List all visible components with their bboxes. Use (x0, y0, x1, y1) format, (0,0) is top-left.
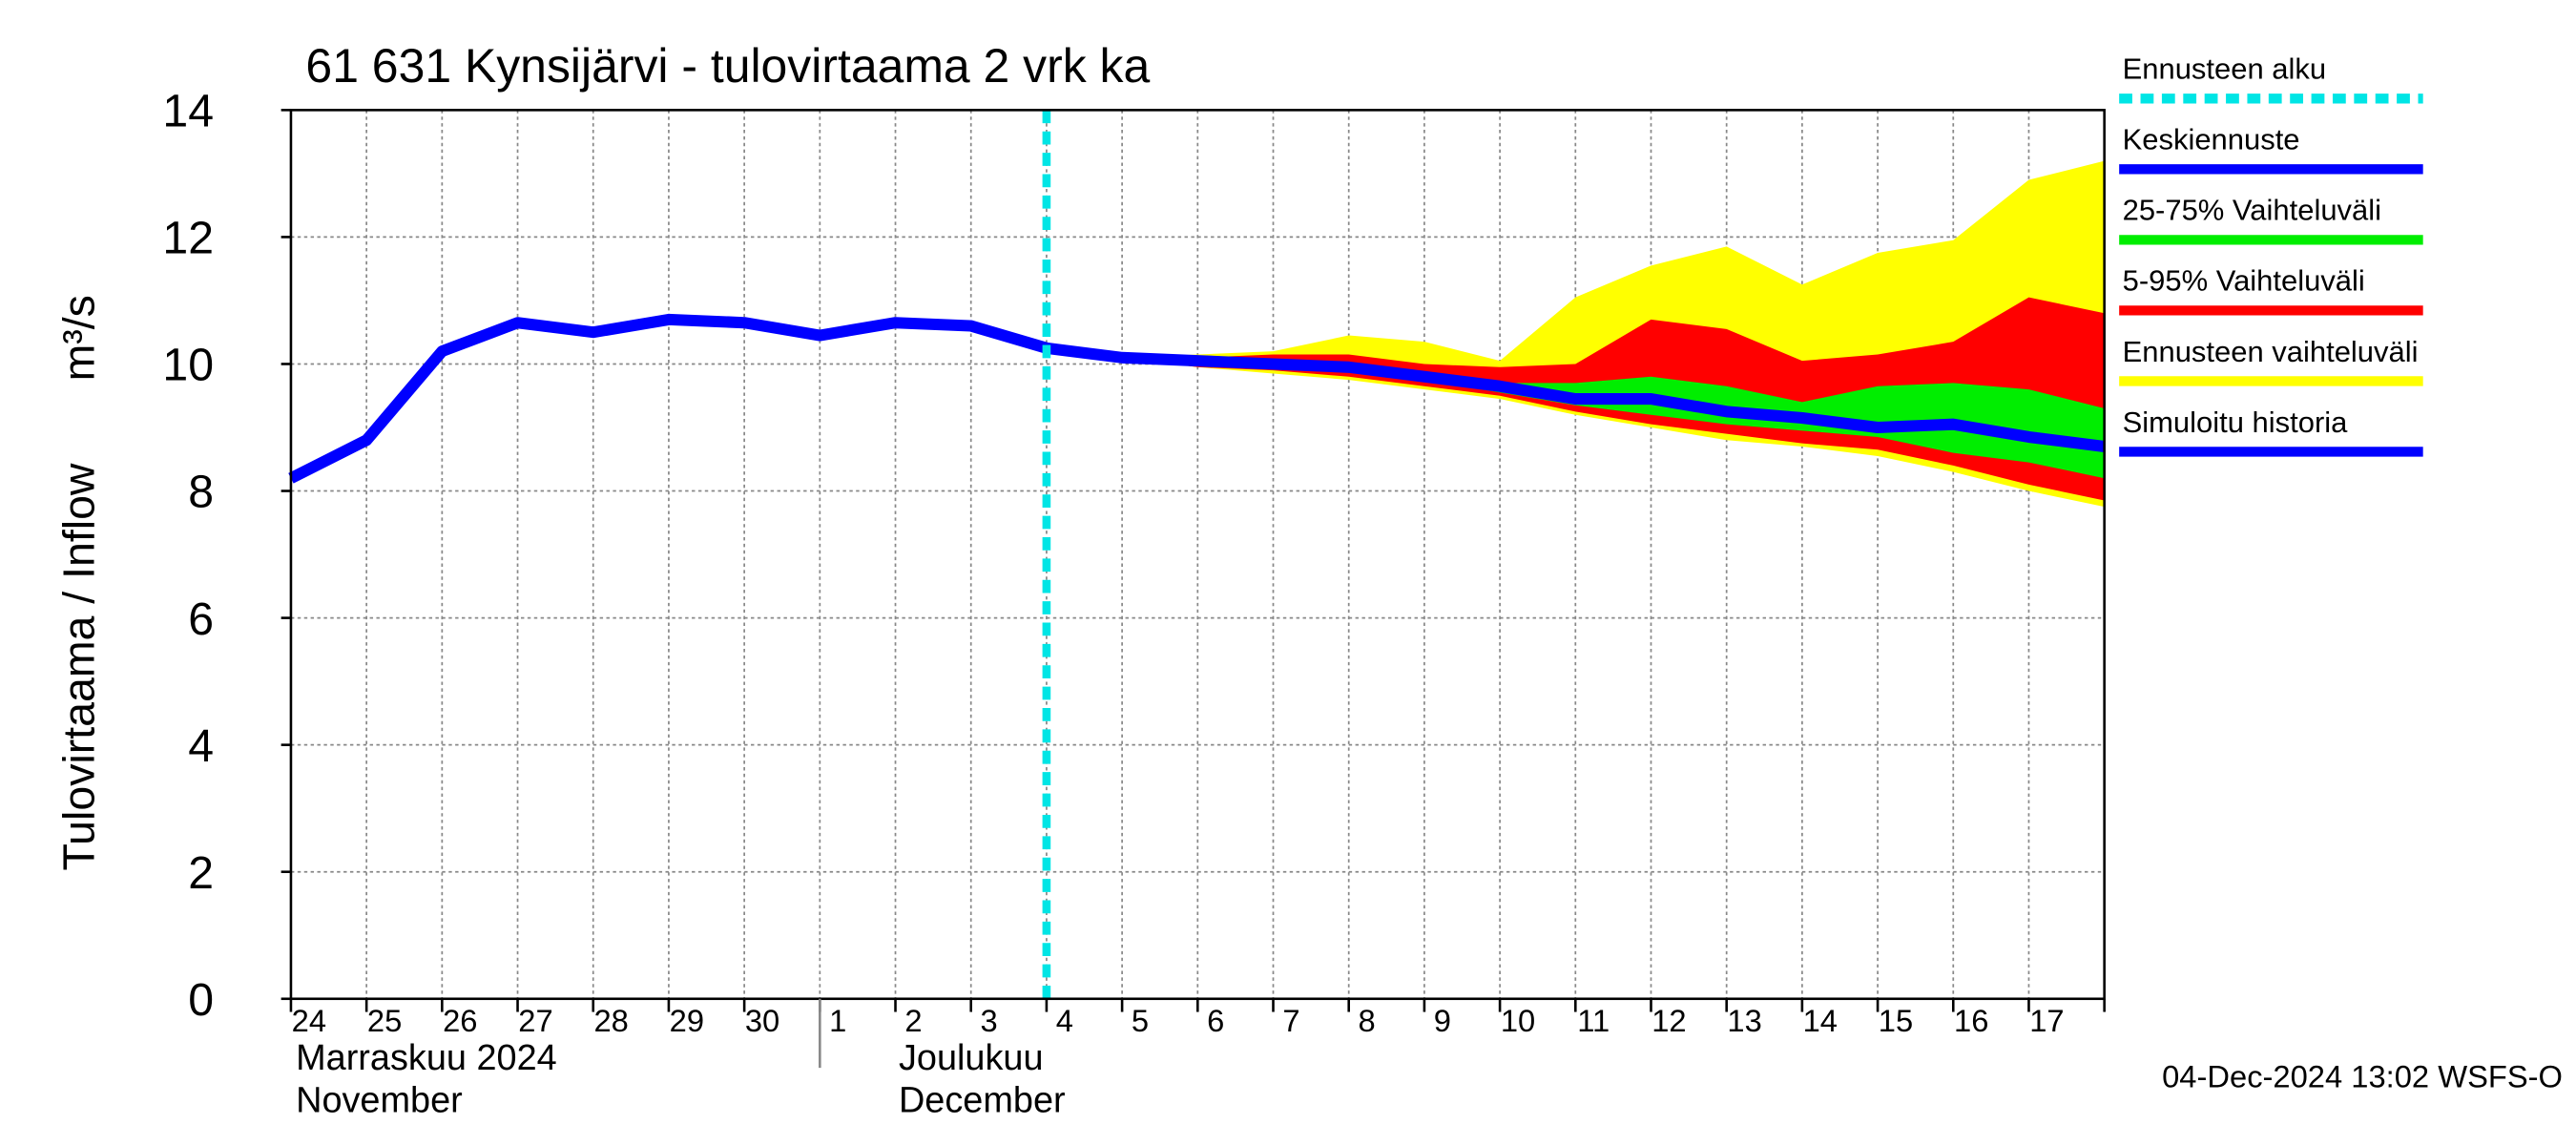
series-line (1046, 342, 2106, 452)
legend-label: 25-75% Vaihteluväli (2123, 194, 2381, 227)
series-line (288, 313, 1049, 484)
y-axis-label: Tulovirtaama / Inflow (53, 463, 103, 870)
y-tick-label: 10 (162, 340, 214, 391)
legend-label: Keskiennuste (2123, 123, 2300, 156)
x-tick-label: 14 (1803, 1003, 1838, 1038)
x-tick-label: 30 (745, 1003, 779, 1038)
x-tick-label: 29 (670, 1003, 704, 1038)
x-tick-label: 12 (1652, 1003, 1686, 1038)
x-tick-label: 3 (981, 1003, 998, 1038)
footer: 04-Dec-2024 13:02 WSFS-O (2162, 1059, 2563, 1094)
x-tick-label: 15 (1879, 1003, 1913, 1038)
x-tick-label: 8 (1359, 1003, 1376, 1038)
month-label: December (899, 1081, 1066, 1121)
x-tick-label: 2 (904, 1003, 922, 1038)
x-tick-label: 1 (829, 1003, 846, 1038)
x-tick-label: 28 (593, 1003, 628, 1038)
legend-label: Simuloitu historia (2123, 406, 2349, 439)
y-tick-label: 12 (162, 213, 214, 264)
y-tick-label: 6 (188, 593, 214, 645)
month-label: Marraskuu 2024 (296, 1038, 557, 1078)
y-tick-label: 2 (188, 847, 214, 899)
x-tick-label: 10 (1501, 1003, 1535, 1038)
y-tick-label: 0 (188, 974, 214, 1026)
month-label: Joulukuu (899, 1038, 1044, 1078)
month-label: November (296, 1081, 463, 1121)
x-tick-label: 11 (1577, 1003, 1610, 1038)
x-tick-label: 4 (1056, 1003, 1073, 1038)
x-tick-label: 6 (1207, 1003, 1224, 1038)
x-tick-label: 25 (367, 1003, 402, 1038)
x-tick-label: 7 (1282, 1003, 1299, 1038)
x-tick-label: 17 (2029, 1003, 2064, 1038)
y-tick-label: 8 (188, 467, 214, 518)
x-tick-label: 5 (1132, 1003, 1149, 1038)
legend-label: Ennusteen alku (2123, 52, 2327, 86)
x-tick-label: 13 (1727, 1003, 1761, 1038)
x-tick-label: 24 (292, 1003, 326, 1038)
y-tick-label: 4 (188, 720, 214, 772)
x-tick-label: 27 (518, 1003, 552, 1038)
x-tick-label: 16 (1954, 1003, 1988, 1038)
legend-label: 5-95% Vaihteluväli (2123, 264, 2365, 298)
y-axis-unit: m³/s (53, 295, 103, 381)
x-tick-label: 9 (1434, 1003, 1451, 1038)
y-tick-label: 14 (162, 86, 214, 137)
band-area (1122, 357, 2105, 479)
x-tick-label: 26 (443, 1003, 477, 1038)
chart-title: 61 631 Kynsijärvi - tulovirtaama 2 vrk k… (305, 39, 1150, 93)
legend-label: Ennusteen vaihteluväli (2123, 335, 2419, 368)
